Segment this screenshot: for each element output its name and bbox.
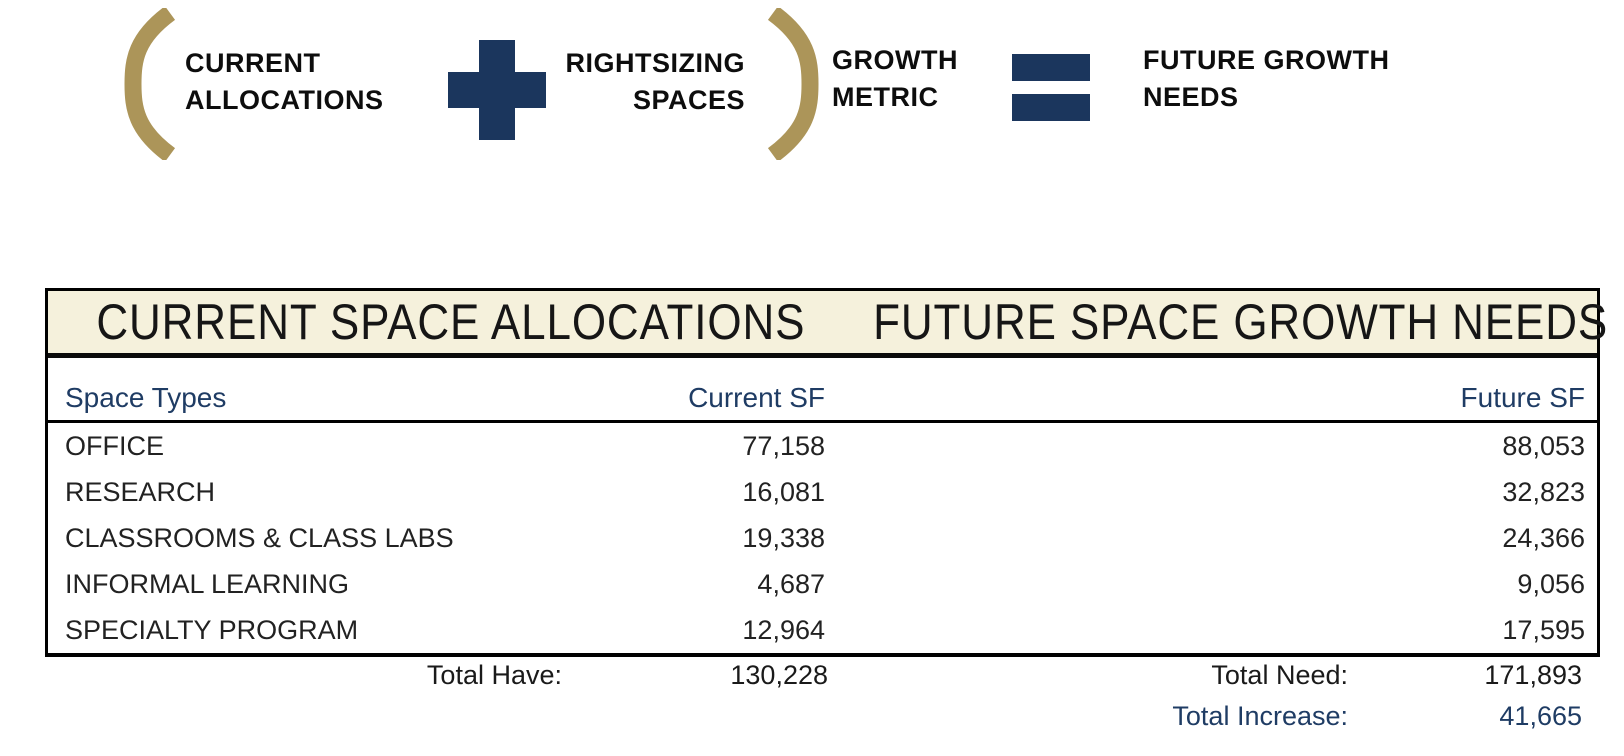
table-title-future: FUTURE SPACE GROWTH NEEDS xyxy=(872,294,1608,350)
column-header-space-types: Space Types xyxy=(65,382,227,413)
total-have-label: Total Have: xyxy=(426,660,562,690)
total-increase-label: Total Increase: xyxy=(1172,701,1348,731)
future-sf-value: 88,053 xyxy=(1502,431,1585,461)
column-header-future-sf: Future SF xyxy=(1460,382,1585,413)
future-sf-value: 24,366 xyxy=(1502,523,1585,553)
table-row: SPECIALTY PROGRAM 12,964 17,595 xyxy=(48,607,1597,653)
totals-row-1: Total Have: 130,228 Total Need: 171,893 xyxy=(45,655,1594,696)
future-sf-value: 9,056 xyxy=(1517,569,1585,599)
current-sf-value: 16,081 xyxy=(742,477,825,507)
column-header-current-sf: Current SF xyxy=(688,382,825,413)
table-row: CLASSROOMS & CLASS LABS 19,338 24,366 xyxy=(48,515,1597,561)
table-title-band: CURRENT SPACE ALLOCATIONS FUTURE SPACE G… xyxy=(48,291,1608,358)
equals-icon xyxy=(1012,54,1090,134)
current-allocations-label: CURRENT ALLOCATIONS xyxy=(185,48,384,115)
plus-icon xyxy=(448,40,546,140)
future-sf-value: 17,595 xyxy=(1502,615,1585,645)
current-sf-value: 77,158 xyxy=(742,431,825,461)
space-allocation-table: CURRENT SPACE ALLOCATIONS FUTURE SPACE G… xyxy=(45,288,1608,657)
rightsizing-spaces-label: RIGHTSIZING SPACES xyxy=(565,48,745,115)
total-have-value: 130,228 xyxy=(730,660,828,690)
table-title-current: CURRENT SPACE ALLOCATIONS xyxy=(96,294,806,350)
totals-row-2: Total Increase: 41,665 xyxy=(45,696,1594,737)
table-row: INFORMAL LEARNING 4,687 9,056 xyxy=(48,561,1597,607)
space-type-label: INFORMAL LEARNING xyxy=(65,569,350,599)
future-sf-value: 32,823 xyxy=(1502,477,1585,507)
total-increase-value: 41,665 xyxy=(1499,701,1582,731)
totals-section: Total Have: 130,228 Total Need: 171,893 … xyxy=(45,655,1594,737)
space-type-label: OFFICE xyxy=(65,431,164,461)
total-need-value: 171,893 xyxy=(1484,660,1582,690)
table-row: RESEARCH 16,081 32,823 xyxy=(48,469,1597,515)
column-header-row: Space Types Current SF Future SF xyxy=(48,358,1597,423)
current-sf-value: 19,338 xyxy=(742,523,825,553)
space-type-label: SPECIALTY PROGRAM xyxy=(65,615,359,645)
current-sf-value: 4,687 xyxy=(757,569,825,599)
space-type-label: RESEARCH xyxy=(65,477,216,507)
left-parenthesis-icon xyxy=(124,8,176,160)
space-type-label: CLASSROOMS & CLASS LABS xyxy=(65,523,454,553)
growth-metric-label: GROWTH METRIC xyxy=(832,45,958,112)
current-sf-value: 12,964 xyxy=(742,615,825,645)
future-growth-needs-label: FUTURE GROWTH NEEDS xyxy=(1143,45,1390,112)
table-row: OFFICE 77,158 88,053 xyxy=(48,423,1597,469)
growth-formula-diagram: CURRENT ALLOCATIONS RIGHTSIZING SPACES G… xyxy=(0,0,1624,240)
total-need-label: Total Need: xyxy=(1211,660,1348,690)
right-parenthesis-icon xyxy=(767,8,819,160)
